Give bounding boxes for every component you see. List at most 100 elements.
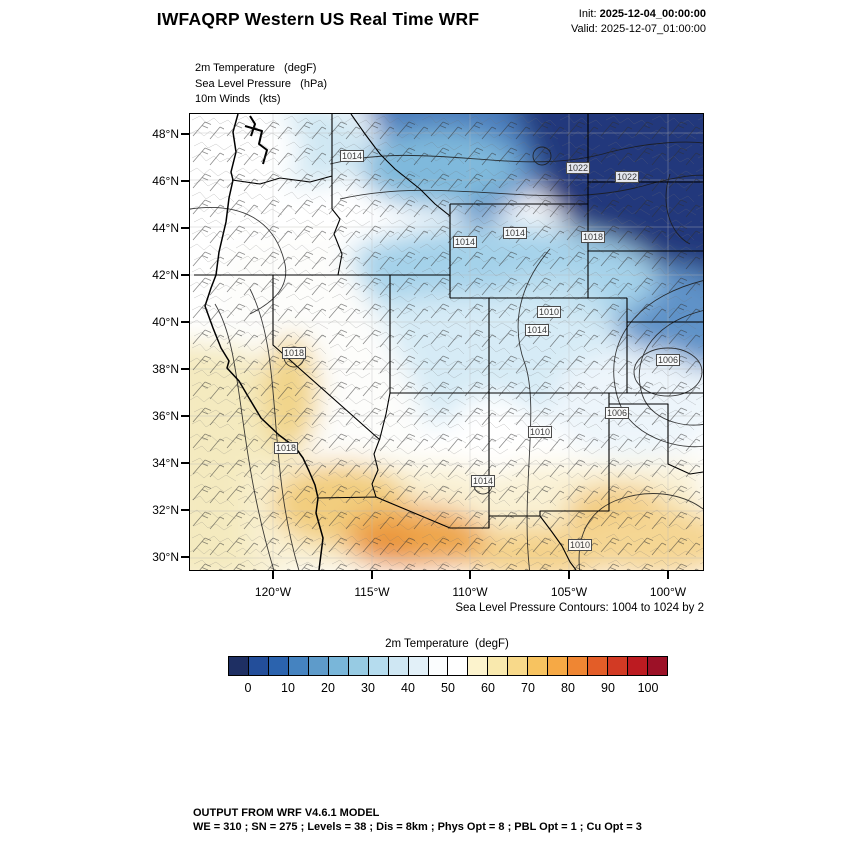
init-line: Init: 2025-12-04_00:00:00	[420, 7, 706, 22]
lat-tick	[181, 462, 189, 464]
lat-tick-label: 30°N	[152, 550, 179, 564]
colorbar-cell	[229, 657, 249, 675]
init-value: 2025-12-04_00:00:00	[599, 8, 706, 20]
colorbar-cell	[468, 657, 489, 675]
colorbar-cell	[328, 657, 349, 675]
colorbar-cell	[408, 657, 429, 675]
colorbar-tick-label: 100	[637, 681, 659, 695]
colorbar-cell	[608, 657, 629, 675]
colorbar-tick-label: 90	[601, 681, 615, 695]
lat-tick-label: 46°N	[152, 174, 179, 188]
pressure-label: 1022	[565, 162, 591, 174]
colorbar-cell	[348, 657, 369, 675]
colorbar-tick-label: 30	[361, 681, 375, 695]
colorbar-tick-label: 80	[561, 681, 575, 695]
colorbar-cell	[288, 657, 309, 675]
colorbar-title: 2m Temperature (degF)	[385, 638, 509, 650]
map-panel: 1014 1022 1022 1018 1014 1014 1010 1014 1006 1006…	[189, 113, 704, 571]
lon-tick-label: 120°W	[254, 585, 292, 599]
lat-tick	[181, 274, 189, 276]
lat-tick	[181, 180, 189, 182]
lat-tick-label: 38°N	[152, 362, 179, 376]
wind-barbs	[190, 114, 703, 570]
pressure-label: 1014	[470, 475, 496, 487]
lat-tick	[181, 321, 189, 323]
colorbar-cell	[508, 657, 529, 675]
footer-line: OUTPUT FROM WRF V4.6.1 MODEL	[193, 807, 380, 819]
colorbar-cell	[448, 657, 469, 675]
lat-tick	[181, 133, 189, 135]
colorbar-cell	[368, 657, 389, 675]
colorbar-cell	[268, 657, 289, 675]
colorbar-tick-label: 50	[441, 681, 455, 695]
pressure-label: 1010	[536, 306, 562, 318]
legend-line: 2m Temperature (degF)	[195, 62, 317, 74]
colorbar	[228, 656, 668, 676]
pressure-label: 1022	[614, 171, 640, 183]
lon-tick	[469, 571, 471, 579]
colorbar-cell	[568, 657, 589, 675]
colorbar-tick-label: 40	[401, 681, 415, 695]
lon-tick-label: 105°W	[550, 585, 588, 599]
lon-tick	[272, 571, 274, 579]
weather-map	[190, 114, 703, 570]
init-valid-times: Init: 2025-12-04_00:00:00 Valid: 2025-12…	[420, 7, 706, 37]
lon-tick-label: 115°W	[354, 585, 390, 599]
field-legend: 2m Temperature (degF) Sea Level Pressure …	[195, 61, 327, 108]
lat-tick-label: 48°N	[152, 127, 179, 141]
lat-tick	[181, 509, 189, 511]
colorbar-cell	[388, 657, 409, 675]
colorbar-cell	[308, 657, 329, 675]
valid-label: Valid:	[571, 23, 598, 35]
lat-tick-label: 40°N	[152, 315, 179, 329]
colorbar-cell	[528, 657, 549, 675]
pressure-label: 1010	[567, 539, 593, 551]
lat-tick-label: 36°N	[152, 409, 179, 423]
colorbar-cell	[628, 657, 649, 675]
plot-title: IWFAQRP Western US Real Time WRF	[156, 9, 480, 29]
lat-tick-label: 44°N	[152, 221, 179, 235]
colorbar-cell	[588, 657, 609, 675]
pressure-label: 1018	[281, 347, 307, 359]
colorbar-tick-label: 70	[521, 681, 535, 695]
pressure-label: 1014	[452, 236, 478, 248]
colorbar-tick-label: 10	[281, 681, 295, 695]
valid-value: 2025-12-07_01:00:00	[600, 23, 706, 35]
lon-tick	[568, 571, 570, 579]
lon-tick-label: 100°W	[649, 585, 687, 599]
pressure-label: 1014	[524, 324, 550, 336]
colorbar-tick-label: 0	[244, 681, 252, 695]
pressure-label: 1014	[502, 227, 528, 239]
lon-tick-label: 110°W	[452, 585, 488, 599]
lat-tick-label: 32°N	[152, 503, 179, 517]
lon-tick	[667, 571, 669, 579]
colorbar-cell	[488, 657, 509, 675]
colorbar-cell	[248, 657, 269, 675]
pressure-label: 1006	[655, 354, 681, 366]
colorbar-tick-label: 60	[481, 681, 495, 695]
pressure-label: 1014	[339, 150, 365, 162]
model-footer: OUTPUT FROM WRF V4.6.1 MODEL WE = 310 ; S…	[193, 806, 642, 834]
lat-tick-label: 42°N	[152, 268, 179, 282]
colorbar-tick-label: 20	[321, 681, 335, 695]
legend-line: Sea Level Pressure (hPa)	[195, 77, 328, 90]
pressure-label: 1006	[604, 407, 630, 419]
lat-tick	[181, 415, 189, 417]
lat-tick	[181, 368, 189, 370]
legend-line: 10m Winds (kts)	[195, 93, 281, 105]
lon-tick	[371, 571, 373, 579]
pressure-label: 1010	[527, 426, 553, 438]
pressure-label: 1018	[273, 442, 299, 454]
footer-line: WE = 310 ; SN = 275 ; Levels = 38 ; Dis …	[193, 821, 642, 833]
lat-tick-label: 34°N	[152, 456, 179, 470]
colorbar-cell	[428, 657, 449, 675]
valid-line: Valid: 2025-12-07_01:00:00	[420, 22, 706, 37]
contour-note: Sea Level Pressure Contours: 1004 to 102…	[455, 602, 704, 614]
init-label: Init:	[578, 8, 597, 20]
colorbar-cell	[648, 657, 667, 675]
lat-tick	[181, 556, 189, 558]
pressure-label: 1018	[580, 231, 606, 243]
colorbar-cell	[548, 657, 569, 675]
lat-tick	[181, 227, 189, 229]
